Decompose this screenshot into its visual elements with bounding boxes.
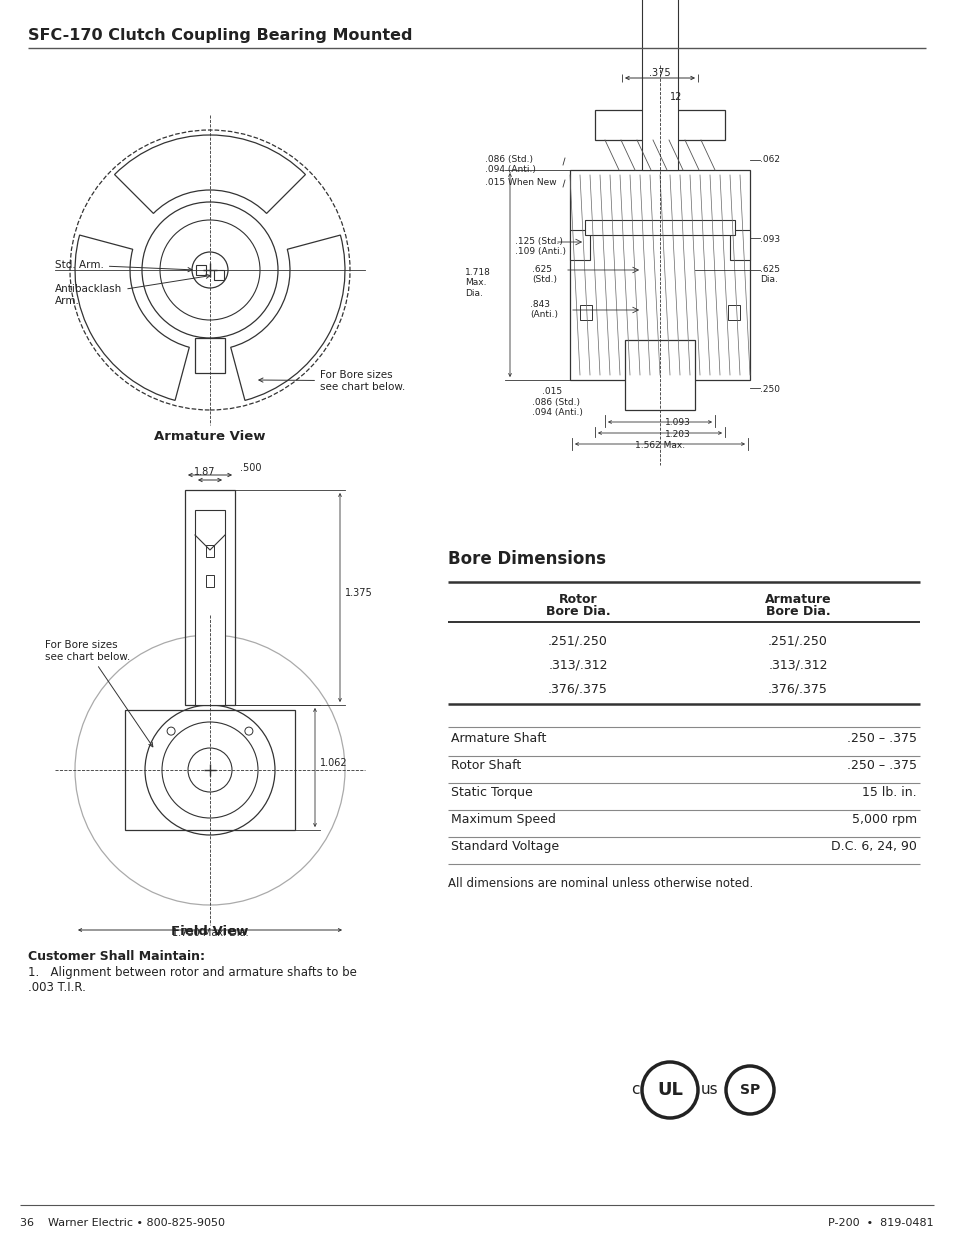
Text: Armature View: Armature View	[154, 430, 266, 443]
Bar	[579, 305, 592, 320]
Bar	[194, 510, 225, 705]
Text: c: c	[630, 1083, 639, 1098]
Text: .843
(Anti.): .843 (Anti.)	[530, 300, 558, 320]
Text: .086 (Std.)
.094 (Anti.): .086 (Std.) .094 (Anti.)	[484, 156, 536, 174]
Bar	[584, 220, 734, 235]
Text: Bore Dimensions: Bore Dimensions	[448, 550, 605, 568]
Text: SFC-170 Clutch Coupling Bearing Mounted: SFC-170 Clutch Coupling Bearing Mounted	[28, 28, 412, 43]
Text: Antibacklash
Arm.: Antibacklash Arm.	[55, 274, 210, 306]
Text: .625
Dia.: .625 Dia.	[760, 266, 780, 284]
Text: .313/.312: .313/.312	[767, 659, 827, 672]
Bar	[641, 0, 678, 170]
Text: Armature Shaft: Armature Shaft	[451, 732, 546, 745]
Text: 1.203: 1.203	[664, 430, 690, 438]
Text: 1.062: 1.062	[319, 757, 347, 767]
Text: .376/.375: .376/.375	[767, 683, 827, 697]
Bar	[195, 266, 206, 275]
Text: Rotor Shaft: Rotor Shaft	[451, 760, 520, 772]
Wedge shape	[75, 235, 189, 400]
Text: 1.87: 1.87	[194, 467, 215, 477]
Text: .093: .093	[760, 235, 780, 245]
Text: 1.562 Max.: 1.562 Max.	[635, 441, 684, 450]
Text: .250: .250	[760, 385, 780, 394]
Text: Maximum Speed: Maximum Speed	[451, 813, 556, 826]
Bar	[185, 490, 234, 705]
Text: 15 lb. in.: 15 lb. in.	[862, 785, 916, 799]
Bar	[206, 576, 213, 587]
Text: .625
(Std.): .625 (Std.)	[532, 266, 557, 284]
Bar	[206, 545, 213, 557]
Text: Standard Voltage: Standard Voltage	[451, 840, 558, 853]
Text: us: us	[700, 1083, 718, 1098]
Text: .313/.312: .313/.312	[548, 659, 607, 672]
Text: 36    Warner Electric • 800-825-9050: 36 Warner Electric • 800-825-9050	[20, 1218, 225, 1228]
Wedge shape	[114, 135, 305, 214]
Text: Bore Dia.: Bore Dia.	[545, 605, 610, 618]
Text: UL: UL	[657, 1081, 682, 1099]
Bar	[213, 270, 224, 280]
Bar	[727, 305, 740, 320]
Text: .251/.250: .251/.250	[547, 635, 607, 648]
Text: 1.093: 1.093	[664, 417, 690, 427]
Text: .125 (Std.)
.109 (Anti.): .125 (Std.) .109 (Anti.)	[515, 237, 565, 257]
Text: .251/.250: .251/.250	[767, 635, 827, 648]
Text: Customer Shall Maintain:: Customer Shall Maintain:	[28, 950, 205, 963]
Bar	[624, 340, 695, 410]
Text: Bore Dia.: Bore Dia.	[765, 605, 829, 618]
Bar	[194, 338, 225, 373]
Text: 5,000 rpm: 5,000 rpm	[851, 813, 916, 826]
Text: 1.   Alignment between rotor and armature shafts to be
.003 T.I.R.: 1. Alignment between rotor and armature …	[28, 966, 356, 994]
Bar	[595, 110, 724, 140]
Text: 1.375: 1.375	[345, 588, 373, 598]
Bar	[643, 20, 656, 80]
Bar	[569, 170, 749, 380]
Text: SP: SP	[740, 1083, 760, 1097]
Text: Armature: Armature	[764, 593, 830, 606]
Text: .375: .375	[648, 68, 670, 78]
Text: .250 – .375: .250 – .375	[846, 760, 916, 772]
Text: .376/.375: .376/.375	[547, 683, 607, 697]
Bar	[729, 230, 749, 261]
Text: D.C. 6, 24, 90: D.C. 6, 24, 90	[830, 840, 916, 853]
Text: .062: .062	[760, 156, 780, 164]
Bar	[663, 20, 676, 80]
Text: 1.750 Max. Dia.: 1.750 Max. Dia.	[172, 927, 248, 939]
Text: All dimensions are nominal unless otherwise noted.: All dimensions are nominal unless otherw…	[448, 877, 753, 890]
Text: Std. Arm.: Std. Arm.	[55, 261, 192, 272]
Text: .015: .015	[541, 387, 561, 396]
Text: .086 (Std.)
.094 (Anti.): .086 (Std.) .094 (Anti.)	[532, 398, 582, 417]
Text: For Bore sizes
see chart below.: For Bore sizes see chart below.	[45, 640, 152, 747]
Text: Rotor: Rotor	[558, 593, 597, 606]
Text: Static Torque: Static Torque	[451, 785, 532, 799]
Text: .015 When New: .015 When New	[484, 178, 556, 186]
Bar	[125, 710, 294, 830]
Text: .500: .500	[240, 463, 261, 473]
Wedge shape	[231, 235, 345, 400]
Bar	[569, 230, 589, 261]
Text: Field View: Field View	[172, 925, 249, 939]
Text: For Bore sizes
see chart below.: For Bore sizes see chart below.	[258, 370, 405, 391]
Text: 12: 12	[669, 91, 681, 103]
Text: 1.718
Max.
Dia.: 1.718 Max. Dia.	[464, 268, 491, 298]
Text: P-200  •  819-0481: P-200 • 819-0481	[827, 1218, 933, 1228]
Text: .250 – .375: .250 – .375	[846, 732, 916, 745]
